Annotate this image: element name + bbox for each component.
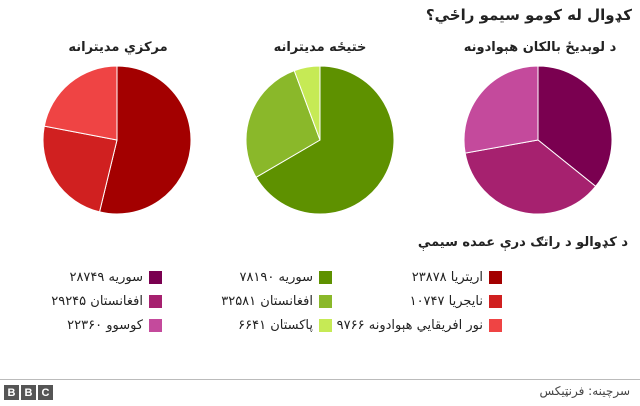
legend-label: پاکستان ۶۶۴۱ <box>238 318 313 333</box>
pie-slice <box>98 65 192 215</box>
chart-title: کډوال له کومو سیمو راځي؟ <box>425 6 632 24</box>
legend-swatch <box>149 295 162 308</box>
pie-slice <box>255 65 395 215</box>
legend-label: افغانستان ۳۲۵۸۱ <box>221 294 313 309</box>
legend-item: نايجريا ۱۰۷۴۷ <box>410 294 502 309</box>
pie-slice <box>42 125 118 213</box>
legend-label: کوسوو ۲۲۳۶۰ <box>67 318 143 333</box>
legend-label: نور افريقايي هېوادونه ۹۷۶۶ <box>336 318 483 333</box>
legend-item: افغانستان ۳۲۵۸۱ <box>221 294 332 309</box>
legend-swatch <box>319 319 332 332</box>
legend-swatch <box>489 271 502 284</box>
legend-label: افغانستان ۲۹۲۴۵ <box>51 294 143 309</box>
legend-label: سوریه ۲۸۷۴۹ <box>69 270 143 285</box>
legend-swatch <box>319 295 332 308</box>
legend-label: اريتريا ۲۳۸۷۸ <box>411 270 483 285</box>
legend-item: اريتريا ۲۳۸۷۸ <box>412 270 502 285</box>
legend-swatch <box>319 271 332 284</box>
legend-item: افغانستان ۲۹۲۴۵ <box>51 294 162 309</box>
pie-slice <box>293 65 321 141</box>
chart-subtitle: د کډوالو د راتګ درې عمده سیمې <box>417 235 628 250</box>
pie-title-balkans: د لوېديځ بالکان هېوادونه <box>463 40 617 55</box>
legend-label: سوریه ۷۸۱۹۰ <box>239 270 313 285</box>
legend-item: پاکستان ۶۶۴۱ <box>238 318 332 333</box>
legend-label: نايجريا ۱۰۷۴۷ <box>409 294 483 309</box>
legend-item: نور افريقايي هېوادونه ۹۷۶۶ <box>337 318 502 333</box>
source-note: سرچينه: فرنټيکس <box>539 384 631 398</box>
legend-swatch <box>489 319 502 332</box>
pie-slice <box>464 139 597 215</box>
footer-divider <box>0 379 640 380</box>
legend-item: سوریه ۷۸۱۹۰ <box>239 270 332 285</box>
legend-item: کوسوو ۲۲۳۶۰ <box>67 318 162 333</box>
legend-swatch <box>489 295 502 308</box>
pie-title-central-med: مرکزي مديترانه <box>68 40 168 55</box>
pie-slice <box>245 69 321 178</box>
legend-swatch <box>149 271 162 284</box>
pie-title-eastern-med: ختيځه مديترانه <box>273 40 367 55</box>
pie-slice <box>463 65 539 154</box>
pie-slice <box>43 65 118 141</box>
pie-slice <box>537 65 613 188</box>
legend-swatch <box>149 319 162 332</box>
legend-item: سوریه ۲۸۷۴۹ <box>69 270 162 285</box>
